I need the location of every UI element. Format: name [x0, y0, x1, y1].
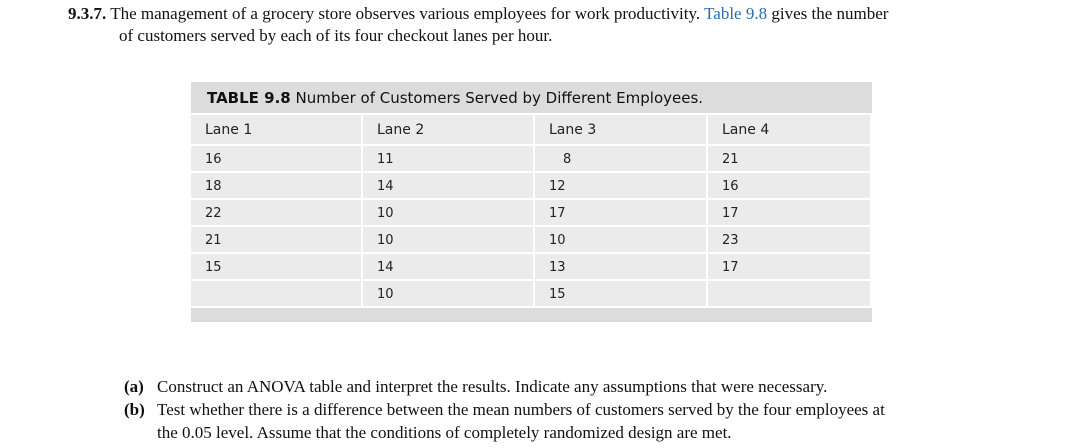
- part-b: (b) Test whether there is a difference b…: [124, 398, 1024, 421]
- problem-text-end: gives the number: [771, 4, 889, 23]
- table-cell: 10: [363, 281, 535, 308]
- column-header-lane-3: Lane 3: [535, 115, 708, 146]
- table-cell: 10: [535, 227, 708, 254]
- table-cell: 21: [708, 146, 872, 173]
- data-table: TABLE 9.8 Number of Customers Served by …: [191, 82, 872, 322]
- part-b-text-line-2: the 0.05 level. Assume that the conditio…: [157, 423, 732, 442]
- table-cell: 15: [535, 281, 708, 308]
- table-caption: TABLE 9.8 Number of Customers Served by …: [191, 82, 872, 115]
- table-footer-bar: [191, 308, 872, 322]
- table-cell: 12: [535, 173, 708, 200]
- table-cell: 17: [708, 200, 872, 227]
- table-cell: 14: [363, 254, 535, 281]
- table-cell: 15: [191, 254, 363, 281]
- table-cell: 14: [363, 173, 535, 200]
- table-cell: 23: [708, 227, 872, 254]
- part-b-label: (b): [124, 400, 145, 419]
- table-cell: 17: [708, 254, 872, 281]
- table-cell: 13: [535, 254, 708, 281]
- table-cell: 16: [708, 173, 872, 200]
- column-header-lane-4: Lane 4: [708, 115, 872, 146]
- table-cell: [191, 281, 363, 308]
- part-a-text: Construct an ANOVA table and interpret t…: [157, 377, 828, 396]
- table-caption-label: TABLE 9.8: [207, 89, 291, 107]
- problem-text-start: The management of a grocery store observ…: [110, 4, 701, 23]
- table-cell: 16: [191, 146, 363, 173]
- table-cell: 8: [535, 146, 708, 173]
- problem-line-1: 9.3.7. The management of a grocery store…: [68, 3, 1068, 25]
- table-cell: 21: [191, 227, 363, 254]
- problem-parts: (a) Construct an ANOVA table and interpr…: [124, 375, 1024, 444]
- table-cell: 10: [363, 200, 535, 227]
- table-cell: 22: [191, 200, 363, 227]
- part-b-text-line-1: Test whether there is a difference betwe…: [157, 400, 885, 419]
- part-a: (a) Construct an ANOVA table and interpr…: [124, 375, 1024, 398]
- part-a-label: (a): [124, 377, 144, 396]
- table-cell: 17: [535, 200, 708, 227]
- table-caption-text: Number of Customers Served by Different …: [295, 89, 704, 107]
- column-header-lane-1: Lane 1: [191, 115, 363, 146]
- table-cell: [708, 281, 872, 308]
- problem-statement: 9.3.7. The management of a grocery store…: [68, 3, 1068, 47]
- table-reference-link[interactable]: Table 9.8: [704, 4, 768, 23]
- column-header-lane-2: Lane 2: [363, 115, 535, 146]
- problem-line-2: of customers served by each of its four …: [119, 26, 553, 45]
- table-cell: 11: [363, 146, 535, 173]
- table-cell: 18: [191, 173, 363, 200]
- problem-number: 9.3.7.: [68, 4, 107, 23]
- table-grid: Lane 1 Lane 2 Lane 3 Lane 4 16 11 8 21 1…: [191, 115, 872, 308]
- table-cell: 10: [363, 227, 535, 254]
